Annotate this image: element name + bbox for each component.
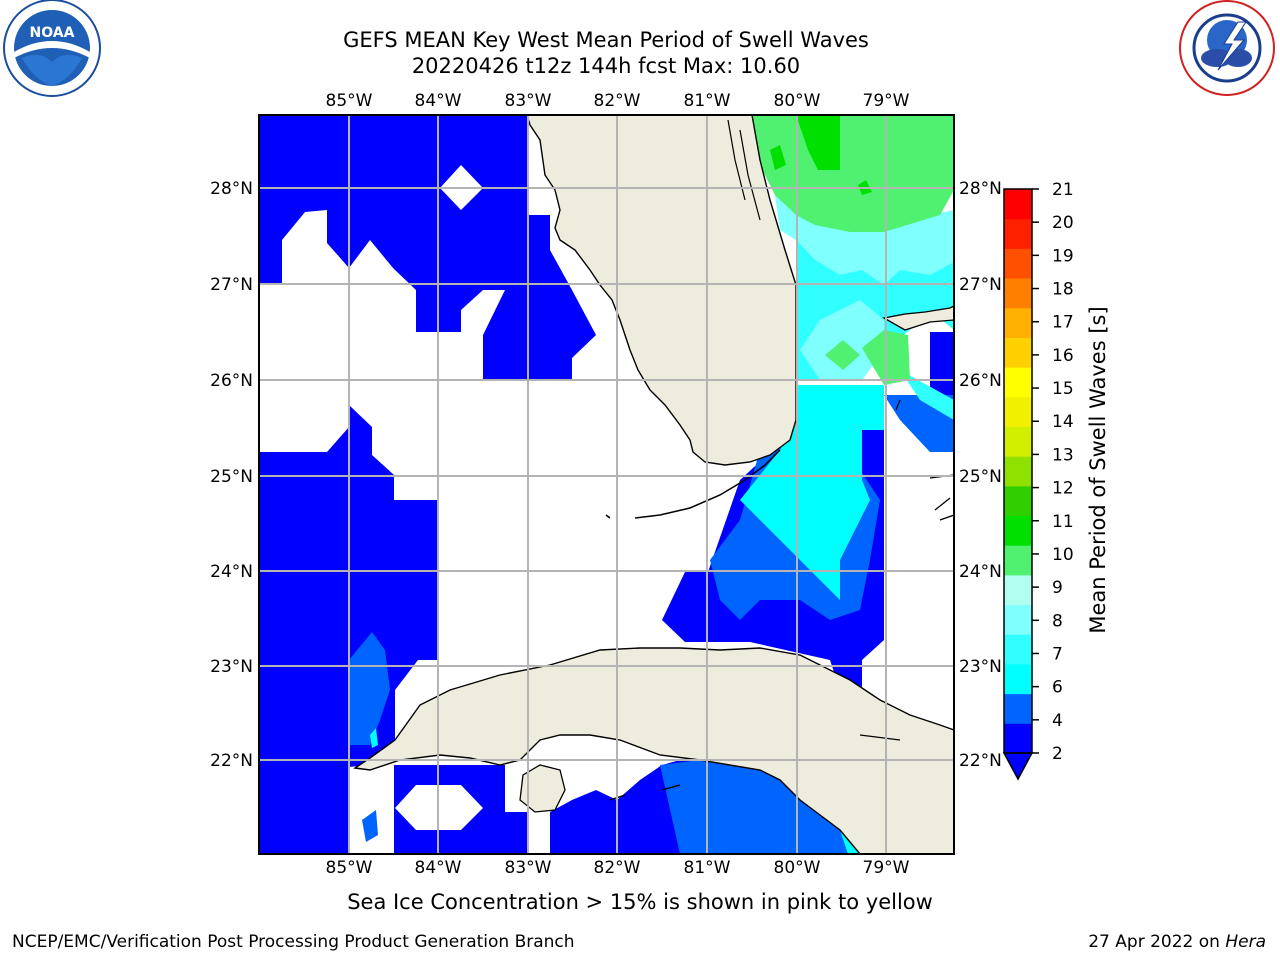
lat-label: 28°N xyxy=(959,179,1002,199)
lat-label: 27°N xyxy=(959,275,1002,295)
land-bahamas xyxy=(882,305,954,331)
colorbar-tick-label: 16 xyxy=(1052,346,1074,366)
colorbar-segment xyxy=(1004,248,1032,279)
lat-label: 26°N xyxy=(210,371,253,391)
colorbar-tick-label: 12 xyxy=(1052,479,1074,499)
colorbar-segment xyxy=(1004,426,1032,457)
colorbar-tick-label: 8 xyxy=(1052,611,1063,631)
lat-labels-right: 28°N 27°N 26°N 25°N 24°N 23°N 22°N xyxy=(959,179,1002,771)
lon-label: 81°W xyxy=(684,858,731,878)
colorbar-tick-label: 2 xyxy=(1052,744,1063,764)
footer-credit: NCEP/EMC/Verification Post Processing Pr… xyxy=(12,932,575,952)
lon-label: 85°W xyxy=(326,91,373,111)
lon-label: 83°W xyxy=(505,858,552,878)
footer-date: 27 Apr 2022 on Hera xyxy=(1088,932,1266,952)
colorbar-tick-label: 21 xyxy=(1052,180,1074,200)
lat-label: 22°N xyxy=(959,751,1002,771)
footer-date-text: 27 Apr 2022 on xyxy=(1088,932,1226,952)
colorbar-border xyxy=(1003,188,1033,754)
colorbar-tick-label: 13 xyxy=(1052,445,1074,465)
lon-labels-bottom: 85°W 84°W 83°W 82°W 81°W 80°W 79°W xyxy=(326,858,910,878)
colorbar-segment xyxy=(1004,663,1032,695)
colorbar-tick-label: 18 xyxy=(1052,280,1074,300)
colorbar-label: Mean Period of Swell Waves [s] xyxy=(1086,306,1110,634)
colorbar-tick-label: 4 xyxy=(1052,711,1063,731)
colorbar-segment xyxy=(1004,723,1032,754)
colorbar-segment xyxy=(1004,604,1032,635)
colorbar-segment xyxy=(1004,545,1032,576)
colorbar-tick-label: 19 xyxy=(1052,246,1074,266)
colorbar: 21 20 19 18 17 16 15 14 13 12 11 10 9 8 7 6 4 2 xyxy=(1002,180,1074,781)
land-cuba xyxy=(353,647,954,854)
colorbar-segment xyxy=(1004,634,1032,665)
noaa-logo: NOAA xyxy=(3,0,101,97)
colorbar-segment xyxy=(1004,396,1032,427)
lon-label: 79°W xyxy=(863,858,910,878)
swell-period-9-10 xyxy=(752,115,954,385)
swell-period-6-7 xyxy=(370,385,884,854)
lon-label: 79°W xyxy=(863,91,910,111)
colorbar-tick-label: 11 xyxy=(1052,512,1074,532)
colorbar-segment xyxy=(1004,218,1032,249)
chart-subtitle: 20220426 t12z 144h fcst Max: 10.60 xyxy=(411,54,801,78)
lon-label: 80°W xyxy=(774,858,821,878)
colorbar-tick-label: 14 xyxy=(1052,412,1074,432)
lon-label: 85°W xyxy=(326,858,373,878)
lon-label: 80°W xyxy=(774,91,821,111)
colorbar-segment xyxy=(1004,278,1032,309)
lat-label: 25°N xyxy=(210,467,253,487)
colorbar-tick-label: 9 xyxy=(1052,578,1063,598)
colorbar-tick-label: 17 xyxy=(1052,313,1074,333)
lat-label: 23°N xyxy=(210,657,253,677)
colorbar-segment xyxy=(1004,189,1032,220)
lat-label: 24°N xyxy=(959,562,1002,582)
chart-title: GEFS MEAN Key West Mean Period of Swell … xyxy=(343,28,869,52)
lon-label: 82°W xyxy=(594,858,641,878)
colorbar-segment xyxy=(1004,456,1032,487)
lat-label: 25°N xyxy=(959,467,1002,487)
florida-keys xyxy=(605,449,781,519)
noaa-logo-text: NOAA xyxy=(30,25,75,41)
lat-label: 22°N xyxy=(210,751,253,771)
lon-label: 81°W xyxy=(684,91,731,111)
swell-period-10-11 xyxy=(770,115,872,195)
colorbar-segment xyxy=(1004,337,1032,368)
lat-label: 26°N xyxy=(959,371,1002,391)
graticule xyxy=(259,115,954,854)
colorbar-segment xyxy=(1004,515,1032,546)
colorbar-tick-label: 20 xyxy=(1052,213,1074,233)
lon-label: 84°W xyxy=(415,91,462,111)
nws-logo xyxy=(1179,0,1275,96)
land-isla-juventud xyxy=(519,764,566,813)
lat-label: 23°N xyxy=(959,657,1002,677)
lat-labels-left: 28°N 27°N 26°N 25°N 24°N 23°N 22°N xyxy=(210,179,253,771)
lat-label: 27°N xyxy=(210,275,253,295)
colorbar-tick-label: 10 xyxy=(1052,545,1074,565)
colorbar-extend-arrow xyxy=(1002,752,1034,781)
lon-label: 83°W xyxy=(505,91,552,111)
lon-labels-top: 85°W 84°W 83°W 82°W 81°W 80°W 79°W xyxy=(326,91,910,111)
lon-label: 84°W xyxy=(415,858,462,878)
colorbar-segment xyxy=(1004,693,1032,724)
colorbar-tick-label: 15 xyxy=(1052,379,1074,399)
colorbar-segment xyxy=(1004,485,1032,517)
map-border xyxy=(258,114,955,855)
colorbar-segment xyxy=(1004,307,1032,338)
colorbar-segment xyxy=(1004,367,1032,398)
colorbar-tick-label: 6 xyxy=(1052,678,1063,698)
footer-machine: Hera xyxy=(1225,932,1266,952)
lon-label: 82°W xyxy=(594,91,641,111)
lat-label: 24°N xyxy=(210,562,253,582)
swell-period-8-9 xyxy=(775,195,954,380)
lat-label: 28°N xyxy=(210,179,253,199)
sea-ice-note: Sea Ice Concentration > 15% is shown in … xyxy=(347,890,933,914)
colorbar-tick-label: 7 xyxy=(1052,644,1063,664)
colorbar-segment xyxy=(1004,574,1032,606)
